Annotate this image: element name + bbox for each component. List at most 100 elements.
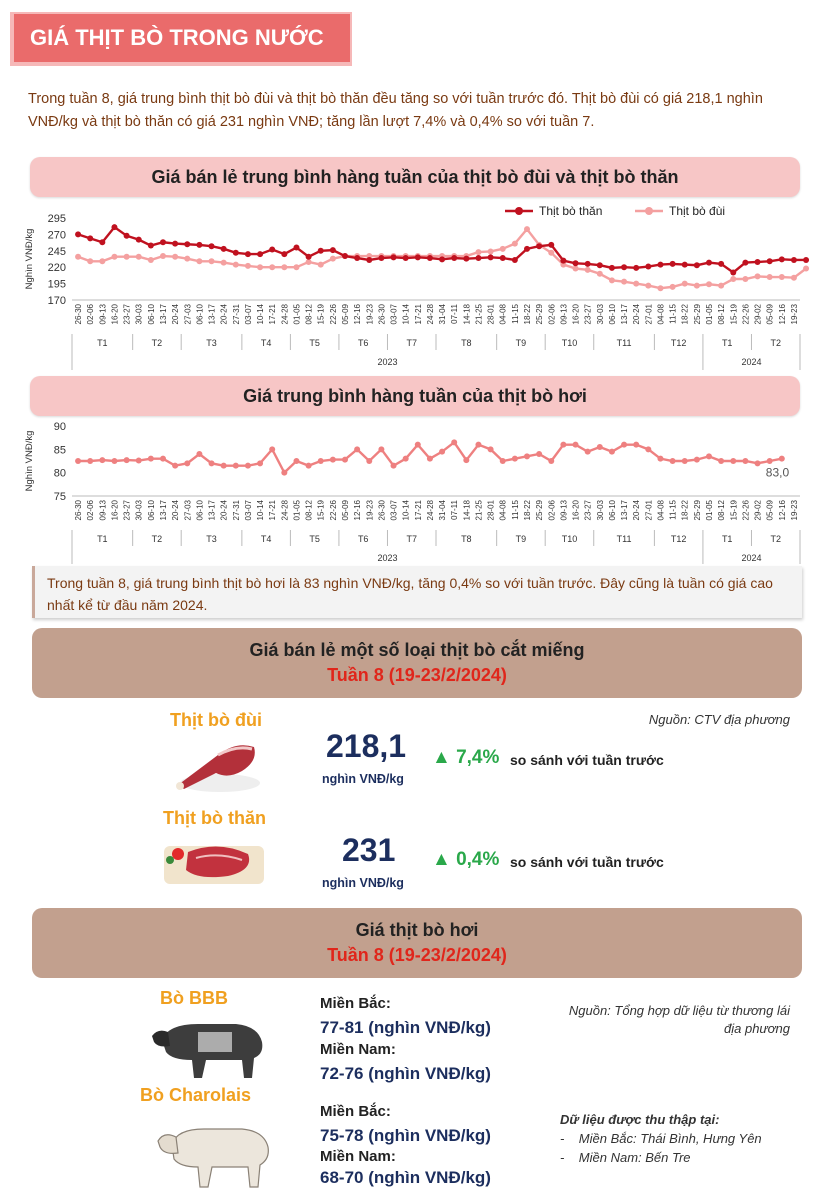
data-point (402, 255, 409, 262)
chart1-title: Giá bán lẻ trung bình hàng tuần của thịt… (30, 157, 800, 197)
data-point (135, 457, 142, 464)
data-point (281, 264, 288, 271)
data-point (803, 256, 810, 263)
x-tick-label: 02-06 (86, 303, 95, 324)
bbb-south-label: Miền Nam: (320, 1041, 396, 1058)
data-point (803, 265, 810, 272)
compare-than: so sánh với tuần trước (510, 854, 664, 870)
data-point (524, 453, 530, 460)
data-point (524, 226, 530, 233)
x-tick-label: 01-05 (705, 303, 714, 324)
data-point (439, 256, 446, 263)
data-point (511, 455, 518, 462)
data-point (669, 458, 676, 464)
month-label: T2 (152, 338, 163, 348)
data-point (135, 236, 142, 243)
charolais-south-price: 68-70 (nghìn VNĐ/kg) (320, 1168, 491, 1187)
year-label: 2024 (741, 357, 761, 367)
x-tick-label: 19-23 (790, 303, 799, 324)
year-label: 2024 (741, 553, 761, 563)
data-point (244, 251, 251, 258)
x-tick-label: 30-03 (596, 499, 605, 520)
x-tick-label: 18-22 (523, 303, 532, 324)
data-point (257, 251, 264, 258)
x-tick-label: 16-20 (110, 499, 119, 520)
data-point (778, 256, 785, 263)
data-point (633, 441, 640, 448)
x-tick-label: 27-01 (644, 303, 653, 324)
data-point (645, 282, 652, 289)
data-point (681, 458, 688, 464)
data-point (366, 458, 373, 464)
x-tick-label: 20-24 (632, 303, 641, 324)
bbb-north-price: 77-81 (nghìn VNĐ/kg) (320, 1018, 491, 1037)
data-point (75, 458, 82, 464)
data-point (560, 441, 567, 448)
data-point (475, 249, 482, 256)
data-point (147, 242, 154, 249)
x-tick-label: 01-05 (292, 499, 301, 520)
x-tick-label: 12-16 (778, 499, 787, 520)
month-label: T12 (671, 534, 687, 544)
collected-south-text: Miền Nam: Bến Tre (578, 1150, 691, 1165)
month-label: T6 (358, 534, 369, 544)
note-box: Trong tuần 8, giá trung bình thịt bò hơi… (32, 566, 802, 618)
data-point (706, 281, 712, 288)
data-point (172, 253, 179, 260)
y-tick-label: 85 (54, 444, 66, 456)
collected-north: - Miền Bắc: Thái Bình, Hưng Yên (560, 1131, 762, 1146)
beef-leg-icon (176, 745, 260, 792)
x-tick-label: 03-07 (244, 499, 253, 520)
x-tick-label: 11-15 (669, 303, 678, 323)
x-tick-label: 20-24 (220, 303, 229, 324)
data-point (232, 249, 239, 256)
data-point (184, 241, 191, 248)
x-tick-label: 23-27 (584, 303, 593, 324)
collected-info: Dữ liệu được thu thập tại: - Miền Bắc: T… (560, 1112, 810, 1165)
data-point (378, 255, 385, 262)
x-tick-label: 25-29 (693, 499, 702, 520)
data-point (754, 460, 761, 467)
x-tick-label: 22-26 (741, 499, 750, 520)
x-tick-label: 26-30 (377, 499, 386, 520)
data-point (257, 460, 264, 467)
month-label: T9 (516, 338, 527, 348)
data-point (657, 455, 664, 462)
x-tick-label: 27-31 (232, 499, 241, 520)
data-point (172, 240, 179, 247)
data-point (414, 254, 421, 261)
data-point (451, 255, 458, 262)
y-axis-label: Nghìn VNĐ/kg (24, 431, 35, 492)
x-tick-label: 17-21 (414, 303, 423, 324)
x-tick-label: 26-30 (74, 303, 83, 324)
x-tick-label: 09-13 (559, 303, 568, 324)
x-tick-label: 06-10 (195, 499, 204, 520)
data-point (439, 448, 446, 455)
month-label: T5 (309, 534, 320, 544)
data-point (172, 462, 179, 469)
data-point (317, 458, 324, 464)
y-tick-label: 270 (48, 229, 66, 241)
month-label: T10 (562, 534, 578, 544)
data-point (366, 256, 373, 263)
month-label: T8 (461, 338, 472, 348)
data-point (244, 462, 251, 469)
data-point (766, 274, 773, 281)
change-dui: ▲ 7,4% (432, 747, 500, 768)
x-tick-label: 18-22 (681, 499, 690, 520)
data-point (378, 446, 385, 453)
x-tick-label: 06-10 (195, 303, 204, 324)
data-point (305, 258, 312, 265)
x-tick-label: 27-03 (183, 499, 192, 520)
data-point (572, 260, 579, 267)
x-tick-label: 30-03 (135, 303, 144, 324)
live-title: Giá thịt bò hơi (355, 920, 479, 940)
y-tick-label: 75 (54, 491, 66, 503)
data-point (706, 259, 712, 266)
collected-north-text: Miền Bắc: Thái Bình, Hưng Yên (578, 1131, 762, 1146)
year-label: 2023 (377, 553, 397, 563)
x-tick-label: 25-29 (693, 303, 702, 324)
x-tick-label: 12-16 (353, 303, 362, 324)
price-dui: 218,1 (326, 728, 407, 764)
x-tick-label: 28-01 (487, 303, 496, 324)
